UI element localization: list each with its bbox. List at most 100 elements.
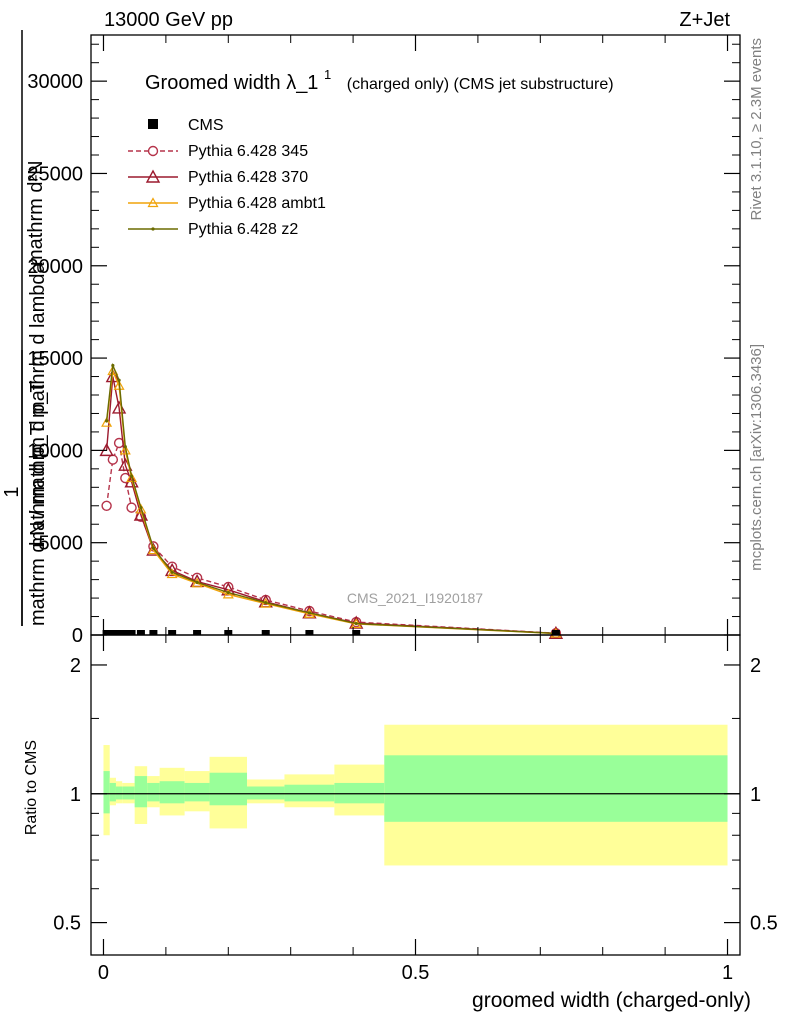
data-point xyxy=(195,580,199,584)
y-tick-label: 5000 xyxy=(39,533,84,555)
inner-band xyxy=(159,781,185,804)
cms-point xyxy=(127,630,136,635)
cms-point xyxy=(305,630,314,635)
inner-band xyxy=(147,782,160,802)
inner-band xyxy=(103,771,110,814)
inner-band xyxy=(209,772,248,806)
data-point xyxy=(147,197,159,208)
data-point xyxy=(170,570,174,574)
data-point xyxy=(135,503,147,514)
legend-label: Pythia 6.428 345 xyxy=(188,143,308,160)
main-axes: 0 5000 10000 15000 20000 25000 30000 xyxy=(27,35,740,647)
cms-series xyxy=(102,630,560,635)
ratio-y-tick-label: 0.5 xyxy=(53,913,81,935)
legend-item-2: Pythia 6.428 ambt1 xyxy=(128,195,326,212)
data-point xyxy=(151,546,156,550)
title-symbol: λ_1 xyxy=(286,72,318,94)
data-point xyxy=(133,507,149,521)
data-point xyxy=(222,588,234,599)
data-point xyxy=(101,416,113,427)
data-point xyxy=(126,502,137,513)
title-text: Groomed width xyxy=(145,72,281,94)
data-point xyxy=(354,621,358,626)
y-tick-label: 25000 xyxy=(27,163,83,185)
data-point xyxy=(139,506,143,510)
data-point xyxy=(307,611,312,615)
cms-point xyxy=(551,630,560,635)
data-point xyxy=(107,454,119,465)
legend-item-1: Pythia 6.428 370 xyxy=(128,169,308,186)
ratio-axes: 0.5 0.5 1 1 2 2 0 0.5 1 xyxy=(53,635,778,984)
x-tick-label: 0.5 xyxy=(402,962,430,984)
data-point xyxy=(226,590,230,595)
xlabel: groomed width (charged-only) xyxy=(472,989,751,1012)
x-tick-label: 1 xyxy=(722,962,733,984)
title-superscript: 1 xyxy=(324,67,331,82)
cms-point xyxy=(193,630,202,635)
data-point xyxy=(123,445,127,449)
legend-item-3: Pythia 6.428 z2 xyxy=(128,221,298,238)
series-line xyxy=(105,368,556,635)
data-point xyxy=(126,472,138,483)
inner-band xyxy=(384,755,728,822)
series-line xyxy=(105,376,556,634)
series-line xyxy=(105,440,556,634)
y-tick-label: 0 xyxy=(72,625,83,647)
data-point xyxy=(147,544,159,555)
inner-band xyxy=(247,786,285,800)
inner-band xyxy=(122,786,135,800)
ratio-panel: 0.5 0.5 1 1 2 2 0 0.5 1 Ratio to CMS groomed wid… xyxy=(23,634,778,1012)
ratio-y-tick-label-right: 2 xyxy=(750,655,761,677)
data-point xyxy=(264,601,268,605)
cms-point xyxy=(352,630,361,635)
cms-point xyxy=(168,630,177,635)
cms-point xyxy=(102,630,111,635)
data-point xyxy=(105,369,121,383)
ratio-y-tick-label-right: 0.5 xyxy=(750,913,778,935)
ratio-y-tick-label-right: 1 xyxy=(750,784,761,806)
ratio-y-tick-label: 1 xyxy=(70,784,81,806)
y-tick-label: 30000 xyxy=(27,71,83,93)
cms-point xyxy=(136,630,145,635)
series-2 xyxy=(101,365,562,638)
series-3 xyxy=(105,362,558,636)
legend-item-0: Pythia 6.428 345 xyxy=(128,143,308,160)
data-point xyxy=(117,378,121,382)
title-suffix: (charged only) (CMS jet substructure) xyxy=(347,76,614,93)
data-point xyxy=(119,444,131,455)
inner-band xyxy=(284,784,335,802)
inner-band xyxy=(184,782,210,802)
ylabel-denominator: mathrm d N / mathrm d p_T xyxy=(27,380,49,626)
inner-band xyxy=(109,782,116,802)
y-tick-label: 10000 xyxy=(27,440,83,462)
data-point xyxy=(105,419,109,423)
ylabel-numerator-top: mathrm d²N xyxy=(25,160,47,266)
main-series-layer xyxy=(99,362,564,640)
data-point xyxy=(111,363,115,368)
legend-marker-cms xyxy=(148,119,158,129)
series-0 xyxy=(101,437,562,639)
ylabel-numerator-bottom: mathrm d p_T mathrm d lambda xyxy=(27,261,49,547)
inner-band xyxy=(115,786,123,800)
cms-point xyxy=(121,630,130,635)
data-point xyxy=(147,145,159,157)
ratio-bands xyxy=(91,724,740,866)
y-tick-label: 20000 xyxy=(27,256,83,278)
mcplots-note: mcplots.cern.ch [arXiv:1306.3436] xyxy=(748,344,765,571)
header-right: Z+Jet xyxy=(679,9,730,31)
legend-label: Pythia 6.428 z2 xyxy=(188,221,298,238)
cms-point xyxy=(149,630,158,635)
main-panel: CMS_2021_I1920187 0 5000 10000 15000 20000 25… xyxy=(1,30,741,647)
legend-item-cms: CMS xyxy=(148,117,224,134)
inner-band xyxy=(134,776,148,808)
ratio-y-tick-label: 2 xyxy=(70,655,81,677)
series-1 xyxy=(99,369,564,640)
cms-point xyxy=(261,630,270,635)
legend: CMS Pythia 6.428 345 Pythia 6.428 370 Pythi… xyxy=(128,117,326,238)
y-tick-label: 15000 xyxy=(27,348,83,370)
watermark: CMS_2021_I1920187 xyxy=(347,590,483,606)
data-point xyxy=(151,227,155,231)
legend-label: Pythia 6.428 370 xyxy=(188,169,308,186)
ylabel-one: 1 xyxy=(1,486,23,497)
